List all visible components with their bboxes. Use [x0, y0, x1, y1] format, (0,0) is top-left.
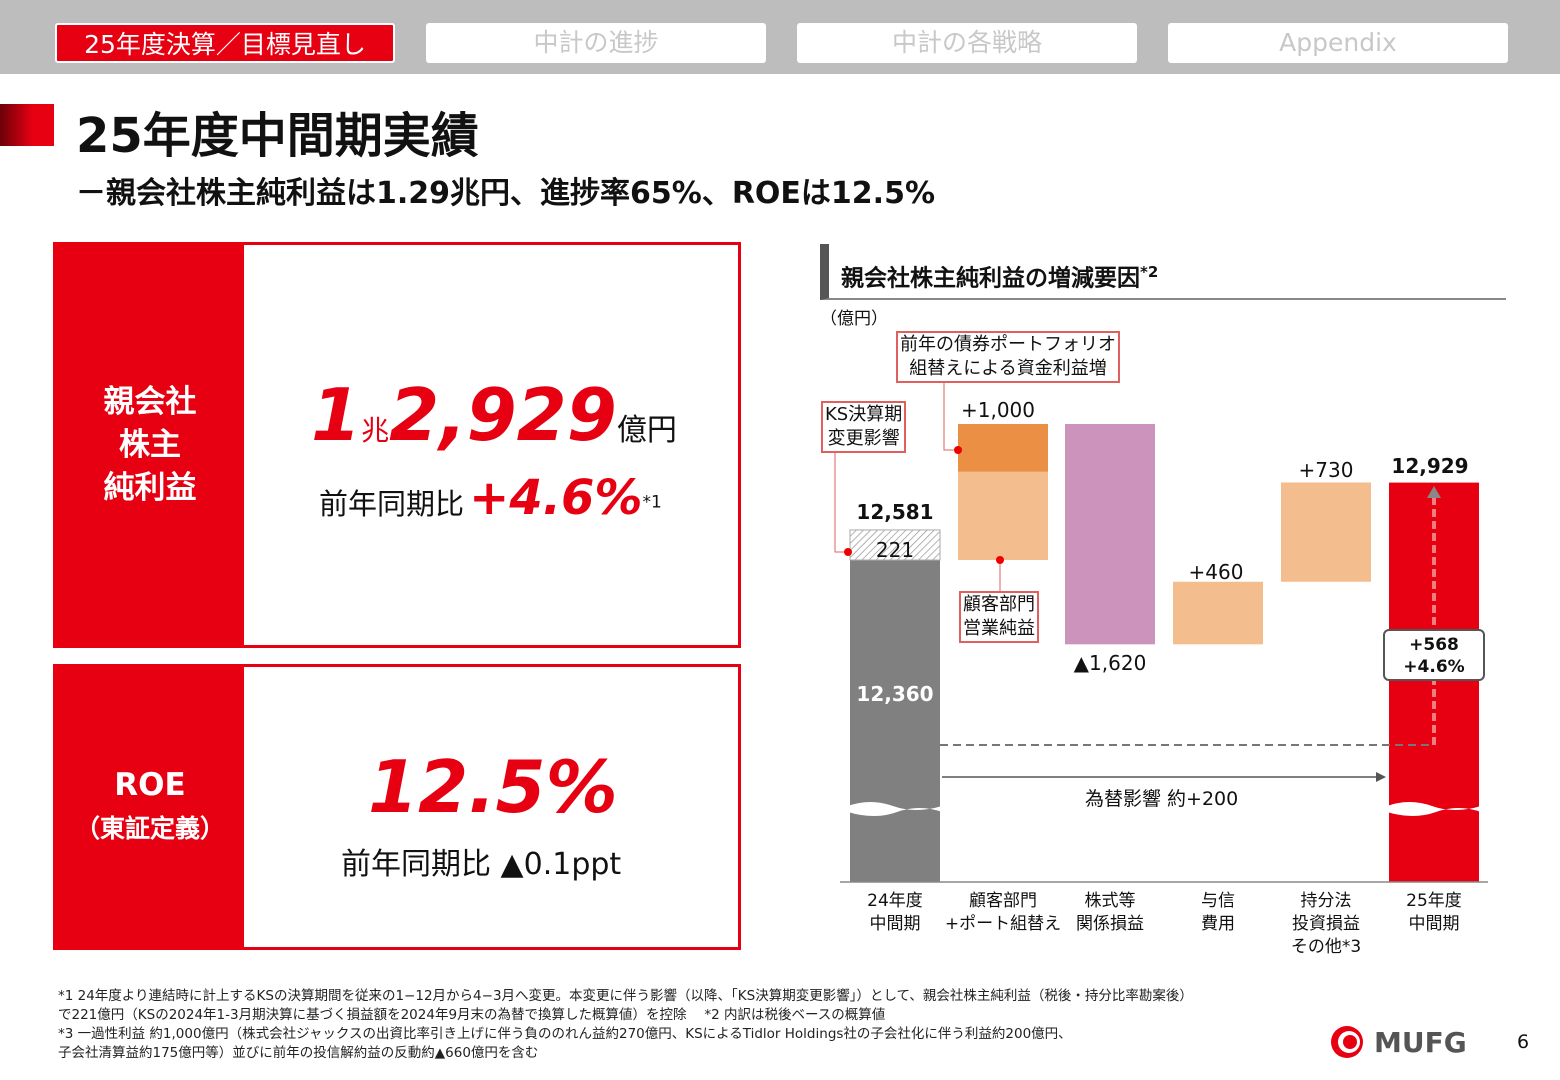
- bar-start-base: [850, 560, 940, 882]
- bar-delta: [1173, 581, 1263, 645]
- category-label: 顧客部門 +ポート組替え: [944, 891, 1062, 934]
- ks-adjust-label: 221: [875, 538, 915, 562]
- category-label: 25年度 中間期: [1406, 891, 1462, 934]
- axis-break: [848, 802, 942, 816]
- start-base-label: 12,360: [856, 682, 934, 706]
- value-billion: 2,929: [389, 373, 617, 457]
- footnote: *3 一過性利益 約1,000億円（株式会社ジャックスの出資比率引き上げに伴う負…: [58, 1026, 1072, 1042]
- mufg-logo: MUFG: [1328, 1024, 1467, 1060]
- footnote: *1 24年度より連結時に計上するKSの決算期間を従来の1−12月から4−3月へ…: [58, 988, 1193, 1004]
- roe-card: ROE （東証定義） 12.5% 前年同期比 ▲0.1ppt: [53, 664, 741, 950]
- page-title: 25年度中間期実績: [76, 108, 479, 164]
- tab-progress[interactable]: 中計の進捗: [426, 23, 766, 63]
- callout-bond: 前年の債券ポートフォリオ 組替えによる資金利益増: [896, 331, 1120, 383]
- mufg-logo-mark: [1331, 1026, 1363, 1058]
- top-nav: 25年度決算／目標見直し 中計の進捗 中計の各戦略 Appendix: [0, 0, 1560, 74]
- category-label: 与信 費用: [1201, 891, 1235, 934]
- bar-delta: [1065, 424, 1155, 645]
- category-label: 持分法 投資損益 その他*3: [1290, 891, 1362, 957]
- mufg-logo-text: MUFG: [1374, 1025, 1467, 1059]
- fx-label: 為替影響 約+200: [1085, 788, 1239, 810]
- net-income-yoy: 前年同期比 +4.6%*1: [319, 470, 662, 526]
- fx-arrow-head: [1376, 772, 1386, 782]
- delta-label: +1,000: [960, 398, 1035, 422]
- yoy-value: ▲0.1ppt: [500, 847, 622, 882]
- start-total-label: 12,581: [856, 500, 934, 524]
- change-value: +568: [1409, 635, 1459, 655]
- increase-arrow-head: [1427, 486, 1441, 498]
- yoy-label: 前年同期比: [341, 847, 491, 882]
- callout-leader: [943, 383, 958, 451]
- roe-yoy: 前年同期比 ▲0.1ppt: [341, 839, 621, 883]
- label-line: ROE: [114, 767, 186, 803]
- page-number: 6: [1517, 1031, 1530, 1053]
- chart-title-text: 親会社株主純利益の増減要因: [841, 265, 1140, 292]
- label-line: 株主: [119, 426, 181, 463]
- callout-leader: [834, 450, 848, 553]
- unit-label: （億円）: [820, 309, 888, 329]
- label-line: 親会社: [103, 383, 197, 420]
- card-label: 親会社 株主 純利益: [56, 245, 244, 645]
- footnote-ref: *1: [642, 492, 662, 513]
- category-label: 株式等 関係損益: [1076, 891, 1144, 934]
- footnote: 子会社清算益約175億円等）並びに前年の投信解約益の反動約▲660億円を含む: [58, 1045, 539, 1061]
- label-line: （東証定義）: [74, 814, 225, 843]
- change-pct: +4.6%: [1403, 657, 1465, 677]
- callout-ks: KS決算期 変更影響: [821, 401, 907, 453]
- label-line: 純利益: [103, 469, 197, 506]
- tab-results[interactable]: 25年度決算／目標見直し: [55, 23, 395, 63]
- category-label: 24年度 中間期: [867, 891, 923, 934]
- unit-trillion: 兆: [361, 414, 390, 447]
- yoy-value: +4.6%: [469, 470, 643, 526]
- delta-label: ▲1,620: [1073, 651, 1147, 675]
- change-badge: +568 +4.6%: [1383, 629, 1485, 681]
- value-trillion: 1: [311, 373, 362, 457]
- tab-appendix[interactable]: Appendix: [1168, 23, 1508, 63]
- bar-bond-portfolio: [958, 424, 1048, 472]
- callout-dot: [844, 548, 852, 556]
- delta-label: +460: [1188, 560, 1244, 584]
- footnote: で221億円（KSの2024年1-3月期決算に基づく損益額を2024年9月末の為…: [58, 1007, 886, 1023]
- bar-delta: [1281, 482, 1371, 582]
- callout-dot: [954, 446, 962, 454]
- card-label: ROE （東証定義）: [56, 667, 244, 947]
- yoy-label: 前年同期比: [319, 487, 465, 521]
- delta-label: +730: [1298, 458, 1354, 482]
- tab-strategy[interactable]: 中計の各戦略: [797, 23, 1137, 63]
- unit-oku: 億円: [616, 413, 677, 448]
- callout-customer: 顧客部門 営業純益: [959, 591, 1039, 643]
- roe-value: 12.5%: [368, 745, 618, 829]
- callout-dot: [996, 556, 1004, 564]
- chart-title-note: *2: [1140, 263, 1159, 281]
- chart-title: 親会社株主純利益の増減要因*2: [820, 244, 1506, 300]
- footnotes: *1 24年度より連結時に計上するKSの決算期間を従来の1−12月から4−3月へ…: [58, 987, 1193, 1063]
- axis-break: [1387, 802, 1481, 816]
- net-income-value: 1兆2,929億円: [311, 373, 677, 457]
- bar-ks-adjust: [849, 529, 941, 561]
- end-total-label: 12,929: [1391, 454, 1469, 478]
- page-subtitle: －親会社株主純利益は1.29兆円、進捗率65%、ROEは12.5%: [76, 176, 935, 211]
- net-income-card: 親会社株主純利益 1兆2,929億円 前年同期比 +4.6%*1: [53, 242, 741, 648]
- title-accent: [0, 104, 54, 146]
